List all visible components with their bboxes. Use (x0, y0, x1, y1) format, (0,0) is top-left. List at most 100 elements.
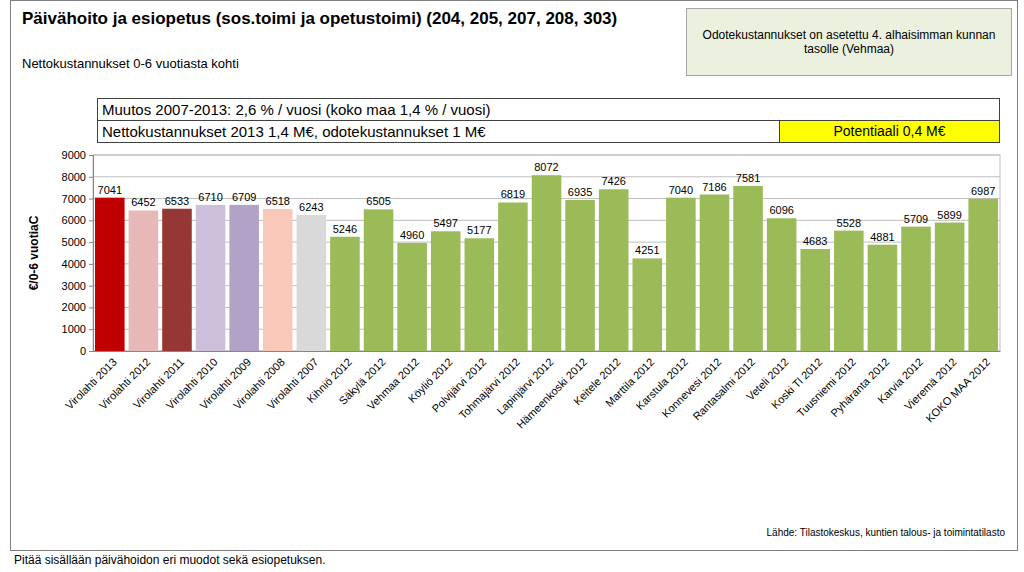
y-tick: 4000 (62, 258, 93, 270)
data-label: 4960 (400, 229, 424, 241)
data-label: 5246 (333, 223, 357, 235)
tick-mark (89, 286, 93, 287)
y-axis: 0 1000 2000 3000 4000 5000 6000 7000 8000 9000 (62, 149, 94, 357)
bar (364, 209, 394, 351)
tick-label: 3000 (62, 280, 86, 292)
bar (733, 186, 763, 351)
data-label: 5528 (837, 217, 861, 229)
tick-mark (89, 264, 93, 265)
tick-label: 9000 (62, 149, 86, 161)
tick-label: Tohmajärvi 2012 (456, 356, 522, 422)
bar (599, 189, 629, 351)
data-label: 6710 (198, 191, 222, 203)
tick-label: 5000 (62, 236, 86, 248)
bar (767, 218, 797, 351)
potential-box: Potentiaali 0,4 M€ (779, 120, 1000, 143)
y-tick: 6000 (62, 214, 93, 226)
tick-label: Tuusniemi 2012 (794, 356, 858, 420)
x-tick: Konnevesi 2012 (659, 356, 723, 420)
tick-label: 2000 (62, 301, 86, 313)
y-tick: 9000 (62, 149, 93, 161)
tick-label: Rantasalmi 2012 (690, 356, 757, 423)
data-label: 6709 (232, 191, 256, 203)
title: Päivähoito ja esiopetus (sos.toimi ja op… (22, 8, 662, 30)
tick-label: Konnevesi 2012 (659, 356, 723, 420)
data-labels: 7041645265336710670965186243524665054960… (98, 161, 996, 256)
plot-frame (93, 155, 1000, 351)
bar (800, 249, 830, 351)
info-row: Muutos 2007-2013: 2,6 % / vuosi (koko ma… (97, 98, 1000, 121)
tick-mark (89, 177, 93, 178)
bar (465, 238, 495, 351)
y-tick: 1000 (62, 323, 93, 335)
x-tick: Lapinjärvi 2012 (494, 356, 555, 417)
bar (532, 175, 562, 351)
y-tick: 3000 (62, 280, 93, 292)
data-label: 6452 (131, 196, 155, 208)
bars (95, 175, 998, 351)
data-label: 5177 (467, 224, 491, 236)
note-box: Odotekustannukset on asetettu 4. alhaisi… (686, 8, 1012, 76)
data-label: 6243 (299, 201, 323, 213)
source: Lähde: Tilastokeskus, kuntien talous- ja… (600, 527, 1005, 538)
bar (129, 210, 159, 351)
y-tick: 2000 (62, 301, 93, 313)
tick-label: 0 (80, 345, 86, 357)
x-tick: Rantasalmi 2012 (690, 356, 757, 423)
tick-label: 8000 (62, 171, 86, 183)
x-tick: Pyhäranta 2012 (828, 356, 891, 419)
chart-svg: 7041645265336710670965186243524665054960… (0, 0, 1024, 572)
bar (431, 231, 461, 351)
tick-label: Lapinjärvi 2012 (494, 356, 555, 417)
bar (632, 258, 662, 351)
bar (229, 205, 259, 351)
data-label: 7186 (702, 181, 726, 193)
bar (196, 205, 226, 351)
data-label: 5709 (904, 213, 928, 225)
x-tick: Tohmajärvi 2012 (456, 356, 522, 422)
y-tick: 7000 (62, 193, 93, 205)
data-label: 6533 (165, 195, 189, 207)
tick-mark (89, 220, 93, 221)
data-label: 4881 (870, 231, 894, 243)
data-label: 6518 (266, 195, 290, 207)
data-label: 5497 (433, 217, 457, 229)
data-label: 6096 (769, 204, 793, 216)
data-label: 6935 (568, 186, 592, 198)
subtitle: Nettokustannukset 0-6 vuotiasta kohti (22, 56, 239, 71)
data-label: 6819 (501, 188, 525, 200)
data-label: 4683 (803, 235, 827, 247)
bar (95, 198, 125, 351)
x-tick: Tuusniemi 2012 (794, 356, 858, 420)
data-label: 7581 (736, 172, 760, 184)
y-tick: 0 (80, 345, 93, 357)
x-axis: Virolahti 2013Virolahti 2012Virolahti 20… (63, 352, 1000, 431)
tick-label: 6000 (62, 214, 86, 226)
bar (901, 227, 931, 351)
grid-line (93, 155, 1000, 156)
info-row: Nettokustannukset 2013 1,4 M€, odotekust… (97, 120, 780, 143)
tick-mark (89, 351, 93, 352)
bar (834, 231, 864, 351)
grid (93, 155, 1000, 351)
tick-mark (89, 307, 93, 308)
bar (565, 200, 595, 351)
bar (162, 209, 192, 351)
y-axis-title: €/0-6 vuotiaC (27, 215, 41, 290)
bar (297, 215, 327, 351)
y-tick: 5000 (62, 236, 93, 248)
data-label: 6987 (971, 185, 995, 197)
axis-line (89, 156, 94, 352)
x-tick: KOKO MAA 2012 (923, 356, 992, 425)
tick-mark (89, 242, 93, 243)
data-label: 6505 (366, 195, 390, 207)
tick-label: KOKO MAA 2012 (923, 356, 992, 425)
y-tick: 8000 (62, 171, 93, 183)
axis-line (94, 351, 1001, 352)
tick-mark (89, 199, 93, 200)
tick-label: 7000 (62, 193, 86, 205)
tick-mark (89, 155, 93, 156)
tick-label: 4000 (62, 258, 86, 270)
bar (330, 237, 360, 351)
bar (700, 195, 730, 351)
